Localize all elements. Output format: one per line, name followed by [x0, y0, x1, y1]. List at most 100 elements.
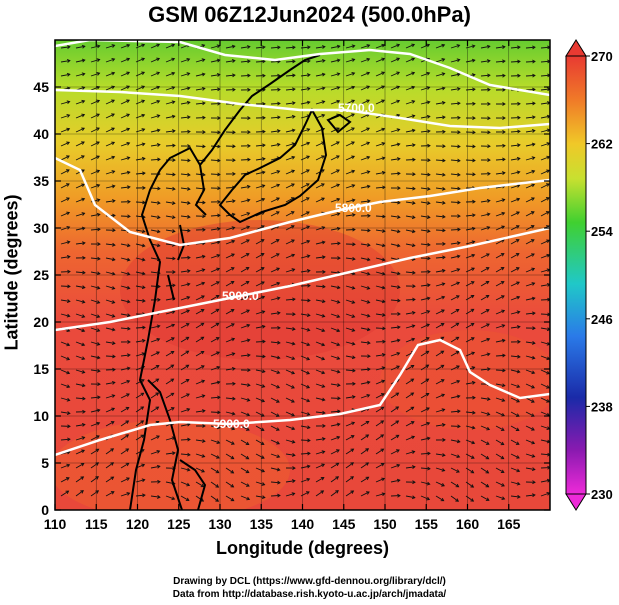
wind-arrow-head [472, 158, 476, 163]
wind-arrow-head [531, 282, 536, 286]
wind-arrow [210, 295, 220, 301]
wind-arrow [540, 129, 550, 133]
wind-arrow-head [427, 256, 431, 261]
wind-arrow [270, 143, 280, 147]
wind-arrow-head [336, 141, 340, 145]
wind-arrow-head [380, 434, 385, 438]
wind-arrow [165, 101, 175, 105]
wind-arrow-head [306, 327, 311, 332]
wind-arrow [240, 267, 250, 273]
wind-arrow-head [170, 350, 175, 355]
wind-arrow [540, 239, 550, 245]
wind-arrow [180, 72, 190, 77]
wind-arrow [360, 156, 370, 161]
wind-arrow-head [470, 484, 475, 488]
wind-arrow [330, 299, 340, 303]
wind-arrow [120, 71, 130, 77]
wind-arrow-head [262, 129, 266, 134]
wind-arrow-head [111, 170, 116, 174]
wind-arrow-head [200, 365, 205, 369]
wind-arrow-head [381, 71, 386, 76]
wind-arrow-head [336, 314, 341, 318]
wind-arrow-head [321, 58, 326, 63]
wind-arrow [375, 142, 385, 147]
wind-arrow [405, 229, 415, 233]
wind-arrow [90, 228, 101, 231]
wind-arrow-head [381, 492, 386, 497]
wind-arrow-head [67, 284, 71, 289]
wind-arrow-head [156, 143, 161, 147]
wind-arrow [90, 141, 100, 147]
wind-arrow-head [141, 271, 146, 276]
wind-arrow-head [457, 200, 461, 205]
wind-arrow-head [306, 169, 310, 173]
wind-arrow-head [155, 378, 160, 383]
wind-arrow [75, 313, 85, 318]
wind-arrow [450, 201, 461, 203]
wind-arrow [75, 449, 85, 455]
wind-arrow [285, 170, 295, 175]
wind-arrow-head [140, 392, 145, 397]
wind-arrow [285, 369, 295, 374]
wind-arrow-head [546, 370, 550, 375]
wind-arrow [180, 379, 190, 385]
wind-arrow-head [486, 44, 491, 49]
wind-arrow-head [111, 327, 116, 332]
wind-arrow [195, 88, 205, 91]
wind-arrow-head [515, 427, 520, 431]
wind-arrow-head [201, 379, 206, 384]
wind-arrow [420, 310, 430, 315]
wind-arrow-head [187, 437, 191, 442]
wind-arrow [270, 411, 280, 417]
wind-arrow [165, 324, 175, 329]
wind-arrow-head [96, 328, 101, 332]
wind-arrow-head [276, 129, 281, 133]
wind-arrow-head [457, 115, 461, 120]
wind-arrow-head [501, 198, 506, 203]
wind-arrow [465, 439, 475, 444]
wind-arrow [285, 225, 295, 231]
wind-arrow-head [80, 462, 85, 467]
wind-arrow-head [425, 378, 430, 383]
wind-arrow-head [66, 100, 71, 105]
wind-arrow-head [291, 412, 295, 417]
wind-arrow [480, 338, 490, 343]
wind-arrow [255, 425, 265, 431]
wind-arrow-head [471, 73, 476, 77]
wind-arrow-head [396, 463, 401, 468]
wind-arrow [285, 268, 295, 273]
wind-arrow [180, 87, 190, 91]
wind-arrow-head [367, 354, 371, 359]
wind-arrow [270, 211, 280, 217]
wind-arrow [540, 115, 550, 119]
wind-arrow-head [171, 71, 176, 76]
wind-arrow [105, 170, 115, 175]
wind-arrow-head [471, 366, 476, 370]
wind-arrow-head [215, 281, 220, 285]
wind-arrow-head [486, 199, 491, 203]
wind-arrow-head [517, 115, 521, 120]
wind-arrow [240, 185, 250, 189]
wind-arrow [330, 327, 340, 332]
wind-arrow [120, 299, 130, 303]
wind-arrow [90, 113, 100, 119]
colorbar-tick-label: 230 [591, 487, 613, 502]
wind-arrow [420, 323, 430, 329]
wind-arrow-head [485, 470, 490, 474]
wind-arrow [210, 425, 220, 429]
wind-arrow-head [471, 380, 476, 385]
wind-arrow-head [442, 242, 446, 246]
wind-arrow-head [306, 313, 311, 318]
wind-arrow [330, 198, 340, 203]
wind-arrow-head [291, 341, 296, 346]
wind-arrow-head [396, 128, 401, 132]
wind-arrow [450, 102, 461, 105]
wind-arrow [435, 379, 445, 385]
wind-arrow-head [247, 116, 251, 121]
wind-arrow-head [170, 364, 175, 369]
wind-arrow [75, 59, 85, 63]
wind-arrow [435, 296, 445, 301]
wind-arrow [120, 477, 130, 483]
wind-arrow [270, 341, 280, 344]
wind-arrow-head [80, 476, 85, 480]
